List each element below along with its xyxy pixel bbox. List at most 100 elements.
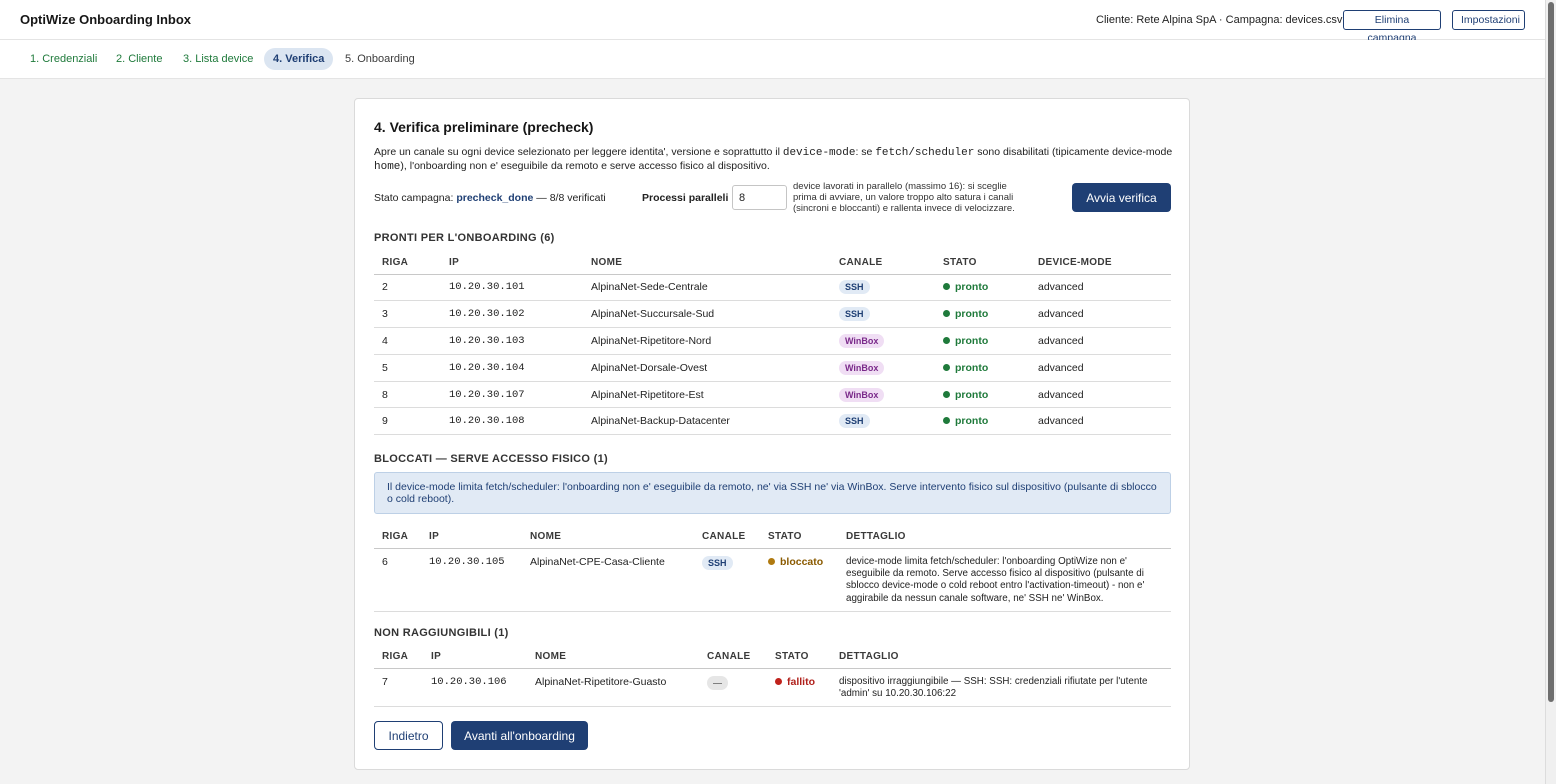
- cell-name: AlpinaNet-CPE-Casa-Cliente: [522, 548, 694, 613]
- table-header-row: RIGA IP NOME CANALE STATO DETTAGLIO: [374, 525, 1171, 549]
- cell-row: 7: [374, 668, 423, 708]
- cell-status: bloccato: [760, 548, 838, 613]
- table-row: 4 10.20.30.103 AlpinaNet-Ripetitore-Nord…: [374, 327, 1171, 355]
- cell-status: pronto: [935, 274, 1030, 302]
- status-dot-icon: [943, 310, 950, 318]
- col-header-ip: IP: [423, 645, 527, 669]
- channel-badge: SSH: [839, 414, 870, 429]
- cell-device-mode: advanced: [1030, 407, 1171, 436]
- app-title: OptiWize Onboarding Inbox: [20, 12, 192, 27]
- status-separator: —: [536, 192, 547, 204]
- scrollbar-thumb[interactable]: [1548, 2, 1554, 702]
- cell-channel: SSH: [831, 300, 935, 329]
- intro-text-part: Apre un canale su ogni device selezionat…: [374, 146, 783, 158]
- col-header-stato: STATO: [760, 525, 838, 549]
- cell-ip: 10.20.30.102: [441, 300, 583, 329]
- cell-ip: 10.20.30.107: [441, 381, 583, 409]
- status-ready: pronto: [943, 362, 988, 374]
- cell-status: pronto: [935, 407, 1030, 436]
- col-header-riga: RIGA: [374, 251, 441, 275]
- ready-section-title: PRONTI PER L'ONBOARDING (6): [374, 232, 555, 244]
- delete-campaign-button[interactable]: Elimina campagna: [1343, 10, 1441, 44]
- cell-status: pronto: [935, 300, 1030, 329]
- settings-button[interactable]: Impostazioni: [1452, 10, 1525, 30]
- top-bar: OptiWize Onboarding Inbox Cliente: Rete …: [0, 0, 1545, 44]
- status-text: pronto: [955, 361, 989, 374]
- cell-detail: device-mode limita fetch/scheduler: l'on…: [838, 548, 1171, 613]
- col-header-nome: NOME: [583, 251, 831, 275]
- table-row: 2 10.20.30.101 AlpinaNet-Sede-Centrale S…: [374, 274, 1171, 302]
- next-to-onboarding-button[interactable]: Avanti all'onboarding: [451, 721, 588, 750]
- intro-text-part: ), l'onboarding non e' eseguibile da rem…: [400, 159, 770, 172]
- wizard-steps: 1. Credenziali 2. Cliente 3. Lista devic…: [0, 40, 1545, 79]
- code-device-mode: device-mode: [782, 147, 856, 159]
- blocked-section-title: BLOCCATI — SERVE ACCESSO FISICO (1): [374, 453, 608, 465]
- col-header-canale: CANALE: [831, 251, 935, 275]
- back-button[interactable]: Indietro: [374, 721, 443, 750]
- cell-channel: SSH: [694, 548, 760, 613]
- cell-device-mode: advanced: [1030, 274, 1171, 302]
- blocked-table: RIGA IP NOME CANALE STATO DETTAGLIO 6 10…: [374, 525, 1171, 613]
- status-text: pronto: [955, 308, 989, 321]
- campaign-info: Cliente: Rete Alpina SpA · Campagna: dev…: [1096, 14, 1343, 26]
- verified-count: 8/8 verificati: [549, 192, 606, 204]
- col-header-ip: IP: [441, 251, 583, 275]
- col-header-nome: NOME: [527, 645, 699, 669]
- code-fetch-scheduler: fetch/scheduler: [875, 147, 975, 159]
- cell-row: 9: [374, 407, 441, 436]
- step-cliente[interactable]: 2. Cliente: [116, 53, 163, 65]
- status-dot-icon: [768, 557, 775, 565]
- table-row: 7 10.20.30.106 AlpinaNet-Ripetitore-Guas…: [374, 668, 1171, 708]
- status-text: fallito: [787, 675, 815, 688]
- step-onboarding[interactable]: 5. Onboarding: [345, 53, 415, 65]
- step-credenziali[interactable]: 1. Credenziali: [30, 53, 98, 65]
- status-text: pronto: [955, 388, 989, 401]
- status-ready: pronto: [943, 389, 988, 401]
- status-ready: pronto: [943, 281, 988, 293]
- page-scrollbar[interactable]: [1545, 0, 1556, 784]
- cell-device-mode: advanced: [1030, 381, 1171, 409]
- unreachable-section-title: NON RAGGIUNGIBILI (1): [374, 627, 509, 639]
- status-dot-icon: [943, 363, 950, 371]
- cell-channel: SSH: [831, 407, 935, 436]
- status-dot-icon: [775, 677, 782, 685]
- cell-device-mode: advanced: [1030, 354, 1171, 382]
- col-header-riga: RIGA: [374, 645, 423, 669]
- channel-badge: SSH: [702, 555, 733, 570]
- parallel-label: Processi paralleli: [642, 192, 729, 204]
- channel-badge: SSH: [839, 280, 870, 295]
- cell-status: pronto: [935, 381, 1030, 409]
- cell-detail: dispositivo irraggiungibile — SSH: SSH: …: [831, 668, 1171, 708]
- parallel-processes-input[interactable]: [732, 185, 787, 210]
- status-text: pronto: [955, 415, 989, 428]
- unreachable-table: RIGA IP NOME CANALE STATO DETTAGLIO 7 10…: [374, 645, 1171, 708]
- table-row: 6 10.20.30.105 AlpinaNet-CPE-Casa-Client…: [374, 548, 1171, 613]
- cell-name: AlpinaNet-Ripetitore-Est: [583, 381, 831, 409]
- status-ready: pronto: [943, 335, 988, 347]
- col-header-canale: CANALE: [694, 525, 760, 549]
- step-verifica[interactable]: 4. Verifica: [264, 48, 334, 70]
- cell-row: 5: [374, 354, 441, 382]
- cell-name: AlpinaNet-Ripetitore-Guasto: [527, 668, 699, 708]
- col-header-device-mode: DEVICE-MODE: [1030, 251, 1171, 275]
- table-row: 9 10.20.30.108 AlpinaNet-Backup-Datacent…: [374, 407, 1171, 436]
- cell-row: 6: [374, 548, 421, 613]
- intro-text-part: sono disabilitati (tipicamente device-mo…: [974, 146, 1173, 158]
- table-header-row: RIGA IP NOME CANALE STATO DEVICE-MODE: [374, 251, 1171, 275]
- col-header-riga: RIGA: [374, 525, 421, 549]
- cell-device-mode: advanced: [1030, 327, 1171, 355]
- status-ready: pronto: [943, 308, 988, 320]
- cell-name: AlpinaNet-Dorsale-Ovest: [583, 354, 831, 382]
- cell-name: AlpinaNet-Succursale-Sud: [583, 300, 831, 329]
- channel-badge: SSH: [839, 307, 870, 322]
- parallel-help-text: device lavorati in parallelo (massimo 16…: [793, 181, 1015, 214]
- cell-ip: 10.20.30.108: [441, 407, 583, 436]
- status-text: pronto: [955, 281, 989, 294]
- start-precheck-button[interactable]: Avvia verifica: [1072, 183, 1171, 212]
- status-dot-icon: [943, 390, 950, 398]
- step-lista-device[interactable]: 3. Lista device: [183, 53, 254, 65]
- status-dot-icon: [943, 336, 950, 344]
- intro-text: Apre un canale su ogni device selezionat…: [374, 146, 1174, 173]
- cell-row: 2: [374, 274, 441, 302]
- status-failed: fallito: [775, 676, 815, 688]
